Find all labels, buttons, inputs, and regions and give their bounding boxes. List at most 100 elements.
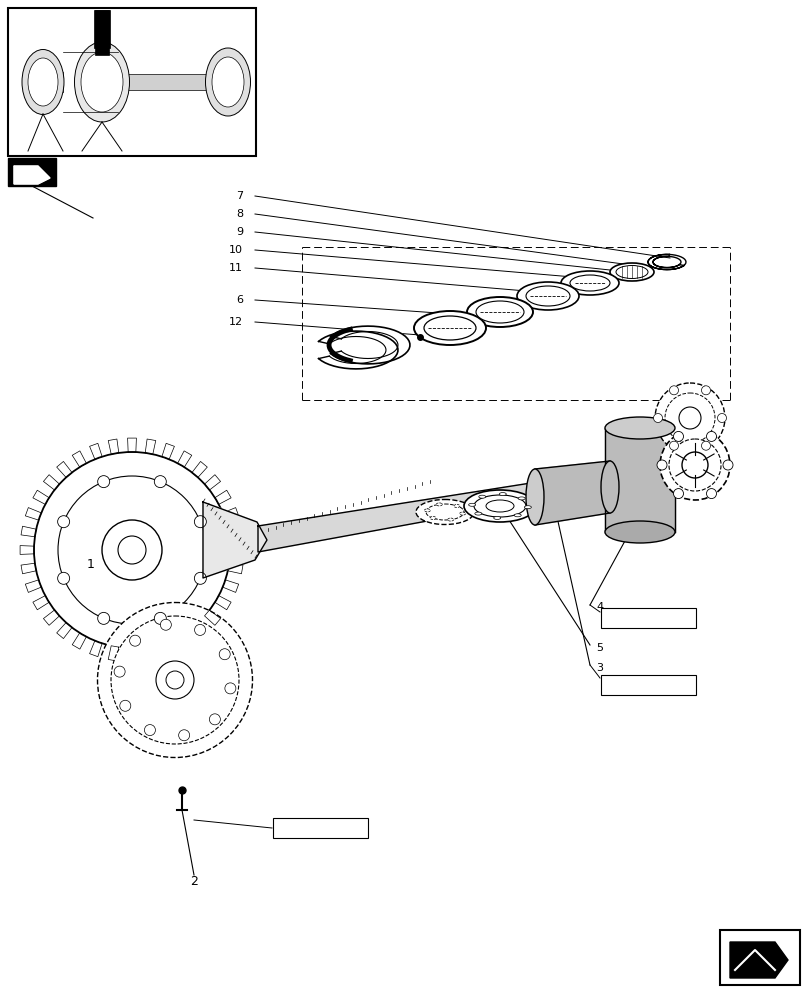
Ellipse shape — [97, 476, 109, 488]
Bar — [719, 930, 799, 985]
Ellipse shape — [111, 616, 238, 744]
Ellipse shape — [478, 495, 485, 498]
Ellipse shape — [474, 495, 526, 517]
Ellipse shape — [423, 316, 475, 340]
Bar — [600, 608, 695, 628]
Text: 8: 8 — [235, 209, 242, 219]
Bar — [94, 10, 109, 48]
Ellipse shape — [701, 441, 710, 450]
Ellipse shape — [447, 518, 453, 521]
Ellipse shape — [717, 414, 726, 422]
Ellipse shape — [75, 42, 129, 122]
Polygon shape — [203, 502, 267, 578]
Ellipse shape — [165, 671, 184, 689]
Ellipse shape — [524, 506, 530, 509]
Ellipse shape — [58, 476, 206, 624]
Ellipse shape — [160, 619, 171, 630]
Ellipse shape — [706, 489, 715, 499]
Ellipse shape — [97, 602, 252, 758]
Ellipse shape — [526, 469, 543, 525]
Ellipse shape — [466, 297, 532, 327]
Ellipse shape — [499, 493, 506, 496]
Polygon shape — [318, 331, 397, 369]
Ellipse shape — [453, 505, 459, 508]
Ellipse shape — [81, 52, 122, 112]
Text: 3: 3 — [595, 663, 603, 673]
Ellipse shape — [22, 50, 64, 115]
Ellipse shape — [205, 48, 250, 116]
Bar — [47, 72, 63, 92]
Ellipse shape — [701, 386, 710, 395]
Ellipse shape — [118, 536, 146, 564]
Ellipse shape — [609, 263, 653, 281]
Ellipse shape — [475, 301, 523, 323]
Ellipse shape — [653, 414, 662, 422]
Ellipse shape — [513, 514, 521, 517]
Ellipse shape — [58, 572, 70, 584]
Ellipse shape — [656, 460, 666, 470]
Ellipse shape — [474, 512, 481, 515]
Ellipse shape — [424, 509, 430, 512]
Ellipse shape — [209, 714, 220, 725]
Ellipse shape — [219, 649, 230, 660]
Ellipse shape — [156, 661, 194, 699]
Polygon shape — [330, 326, 410, 364]
Ellipse shape — [616, 265, 647, 278]
Ellipse shape — [97, 612, 109, 624]
Polygon shape — [258, 480, 552, 552]
Ellipse shape — [526, 286, 569, 306]
Ellipse shape — [669, 386, 678, 395]
Ellipse shape — [212, 57, 243, 107]
Ellipse shape — [604, 521, 674, 543]
Text: 1.40.0/06: 1.40.0/06 — [620, 680, 674, 690]
Ellipse shape — [678, 407, 700, 429]
Ellipse shape — [130, 635, 140, 646]
Ellipse shape — [517, 282, 578, 310]
Text: 7: 7 — [235, 191, 242, 201]
Ellipse shape — [681, 452, 707, 478]
Ellipse shape — [154, 476, 166, 488]
Bar — [95, 10, 109, 55]
Text: 5: 5 — [595, 643, 603, 653]
Ellipse shape — [659, 430, 729, 500]
Text: 10: 10 — [229, 245, 242, 255]
Text: 4: 4 — [595, 602, 603, 612]
Ellipse shape — [178, 730, 190, 741]
Ellipse shape — [600, 461, 618, 513]
Bar — [272, 818, 367, 838]
Ellipse shape — [120, 700, 131, 711]
Bar — [8, 158, 56, 186]
Ellipse shape — [414, 311, 486, 345]
Ellipse shape — [430, 516, 436, 519]
Text: 1.40.0/06: 1.40.0/06 — [620, 613, 674, 623]
Ellipse shape — [114, 666, 125, 677]
Ellipse shape — [493, 516, 500, 519]
Ellipse shape — [144, 725, 155, 736]
Ellipse shape — [669, 441, 678, 450]
Ellipse shape — [225, 683, 235, 694]
Ellipse shape — [194, 572, 206, 584]
Bar — [8, 8, 255, 156]
Ellipse shape — [722, 460, 732, 470]
Polygon shape — [729, 942, 787, 978]
Ellipse shape — [436, 503, 442, 506]
Ellipse shape — [604, 417, 674, 439]
Text: 1.40.4/07: 1.40.4/07 — [293, 823, 346, 833]
Ellipse shape — [560, 271, 618, 295]
Ellipse shape — [668, 439, 720, 491]
Polygon shape — [534, 461, 609, 525]
Text: 9: 9 — [235, 227, 242, 237]
Text: 2: 2 — [190, 876, 198, 888]
Ellipse shape — [415, 499, 474, 524]
Ellipse shape — [154, 612, 166, 624]
Ellipse shape — [706, 431, 715, 441]
Text: 6: 6 — [236, 295, 242, 305]
Ellipse shape — [468, 503, 475, 506]
Ellipse shape — [58, 516, 70, 528]
Ellipse shape — [654, 383, 724, 453]
Ellipse shape — [102, 520, 162, 580]
Bar — [600, 675, 695, 695]
Polygon shape — [14, 166, 50, 184]
Text: 11: 11 — [229, 263, 242, 273]
Ellipse shape — [672, 431, 683, 441]
